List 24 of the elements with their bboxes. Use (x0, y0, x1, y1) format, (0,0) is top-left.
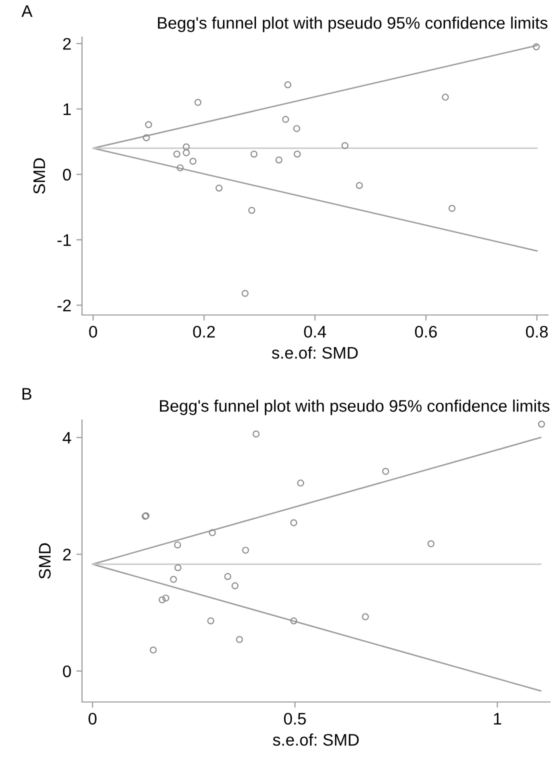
x-tick-label: 0.6 (415, 326, 437, 338)
x-tick-label: 0 (88, 712, 97, 725)
chart-title: Begg's funnel plot with pseudo 95% confidence limits (158, 16, 548, 32)
x-tick-label: 0 (89, 326, 98, 338)
text: A (21, 5, 33, 17)
x-tick-label: 0.8 (526, 326, 548, 338)
y-tick-label: -1 (58, 234, 71, 246)
chart-title: Begg's funnel plot with pseudo 95% confidence limits (160, 400, 550, 416)
x-axis-title: s.e.of: SMD (272, 734, 359, 746)
text: B (22, 388, 32, 400)
y-tick-label: 0 (62, 665, 71, 678)
y-axis-title: SMD (38, 543, 51, 579)
y-tick-label: 1 (64, 104, 71, 115)
y-axis-title: SMD (33, 158, 46, 194)
x-tick-label: 0.4 (304, 326, 326, 338)
x-tick-label: 1 (494, 713, 502, 724)
y-tick-label: 2 (63, 38, 71, 50)
x-tick-label: 0.5 (284, 712, 306, 725)
y-tick-label: 2 (63, 548, 71, 560)
y-tick-label: 0 (62, 168, 71, 181)
x-axis-title: s.e.of: SMD (272, 346, 358, 359)
y-tick-label: 4 (62, 432, 72, 444)
y-tick-label: -2 (58, 300, 71, 312)
x-tick-label: 0.2 (193, 326, 215, 338)
